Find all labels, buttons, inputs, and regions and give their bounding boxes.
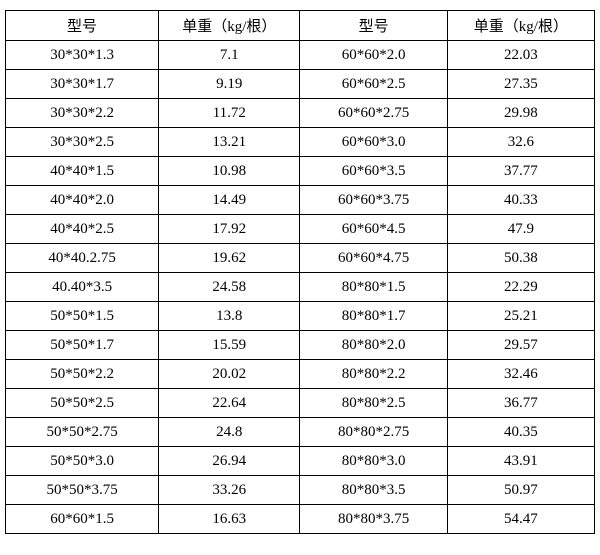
- weight-cell: 37.77: [447, 157, 594, 186]
- weight-cell: 32.46: [447, 360, 594, 389]
- weight-cell: 24.8: [159, 418, 300, 447]
- weight-cell: 36.77: [447, 389, 594, 418]
- weight-cell: 47.9: [447, 215, 594, 244]
- weight-cell: 32.6: [447, 128, 594, 157]
- table-body: 30*30*1.37.160*60*2.022.0330*30*1.79.196…: [6, 41, 595, 534]
- model-cell: 50*50*1.5: [6, 302, 159, 331]
- model-cell: 60*60*2.75: [300, 99, 447, 128]
- model-cell: 50*50*2.2: [6, 360, 159, 389]
- table-row: 30*30*1.79.1960*60*2.527.35: [6, 70, 595, 99]
- model-cell: 50*50*1.7: [6, 331, 159, 360]
- table-row: 50*50*3.7533.2680*80*3.550.97: [6, 476, 595, 505]
- table-row: 30*30*2.513.2160*60*3.032.6: [6, 128, 595, 157]
- weight-cell: 50.38: [447, 244, 594, 273]
- weight-cell: 17.92: [159, 215, 300, 244]
- table-row: 50*50*1.715.5980*80*2.029.57: [6, 331, 595, 360]
- table-row: 40*40*2.014.4960*60*3.7540.33: [6, 186, 595, 215]
- weight-cell: 9.19: [159, 70, 300, 99]
- model-cell: 60*60*3.5: [300, 157, 447, 186]
- model-cell: 50*50*2.5: [6, 389, 159, 418]
- weight-cell: 54.47: [447, 505, 594, 534]
- col-header-model-2: 型号: [300, 11, 447, 41]
- weight-cell: 24.58: [159, 273, 300, 302]
- model-cell: 60*60*4.75: [300, 244, 447, 273]
- model-cell: 80*80*3.5: [300, 476, 447, 505]
- table-row: 40.40*3.524.5880*80*1.522.29: [6, 273, 595, 302]
- weight-cell: 10.98: [159, 157, 300, 186]
- weight-cell: 29.98: [447, 99, 594, 128]
- col-header-weight-1: 单重（kg/根）: [159, 11, 300, 41]
- weight-cell: 27.35: [447, 70, 594, 99]
- model-cell: 60*60*4.5: [300, 215, 447, 244]
- weight-cell: 26.94: [159, 447, 300, 476]
- model-cell: 30*30*2.5: [6, 128, 159, 157]
- weight-cell: 20.02: [159, 360, 300, 389]
- weight-cell: 40.33: [447, 186, 594, 215]
- model-cell: 50*50*3.0: [6, 447, 159, 476]
- model-cell: 40*40*2.0: [6, 186, 159, 215]
- model-cell: 30*30*2.2: [6, 99, 159, 128]
- model-cell: 80*80*2.0: [300, 331, 447, 360]
- weight-cell: 19.62: [159, 244, 300, 273]
- model-cell: 40*40*1.5: [6, 157, 159, 186]
- model-cell: 60*60*2.5: [300, 70, 447, 99]
- weight-cell: 13.21: [159, 128, 300, 157]
- model-cell: 60*60*3.0: [300, 128, 447, 157]
- model-cell: 80*80*2.75: [300, 418, 447, 447]
- model-cell: 80*80*1.7: [300, 302, 447, 331]
- weight-cell: 22.03: [447, 41, 594, 70]
- model-cell: 80*80*1.5: [300, 273, 447, 302]
- table-row: 50*50*1.513.880*80*1.725.21: [6, 302, 595, 331]
- table-header-row: 型号 单重（kg/根） 型号 单重（kg/根）: [6, 11, 595, 41]
- model-cell: 80*80*2.5: [300, 389, 447, 418]
- model-cell: 60*60*2.0: [300, 41, 447, 70]
- model-cell: 50*50*2.75: [6, 418, 159, 447]
- weight-cell: 50.97: [447, 476, 594, 505]
- weight-cell: 25.21: [447, 302, 594, 331]
- col-header-weight-2: 单重（kg/根）: [447, 11, 594, 41]
- model-cell: 40*40*2.5: [6, 215, 159, 244]
- table-row: 60*60*1.516.6380*80*3.7554.47: [6, 505, 595, 534]
- weight-cell: 33.26: [159, 476, 300, 505]
- weight-cell: 16.63: [159, 505, 300, 534]
- model-cell: 30*30*1.7: [6, 70, 159, 99]
- table-row: 50*50*2.220.0280*80*2.232.46: [6, 360, 595, 389]
- table-row: 40*40*1.510.9860*60*3.537.77: [6, 157, 595, 186]
- model-cell: 60*60*3.75: [300, 186, 447, 215]
- table-row: 30*30*1.37.160*60*2.022.03: [6, 41, 595, 70]
- model-cell: 80*80*3.0: [300, 447, 447, 476]
- model-cell: 50*50*3.75: [6, 476, 159, 505]
- weight-cell: 11.72: [159, 99, 300, 128]
- weight-cell: 43.91: [447, 447, 594, 476]
- weight-cell: 22.64: [159, 389, 300, 418]
- weight-cell: 13.8: [159, 302, 300, 331]
- col-header-model-1: 型号: [6, 11, 159, 41]
- model-cell: 30*30*1.3: [6, 41, 159, 70]
- spec-weight-table: 型号 单重（kg/根） 型号 单重（kg/根） 30*30*1.37.160*6…: [5, 10, 595, 534]
- model-cell: 60*60*1.5: [6, 505, 159, 534]
- table-row: 30*30*2.211.7260*60*2.7529.98: [6, 99, 595, 128]
- model-cell: 80*80*2.2: [300, 360, 447, 389]
- model-cell: 80*80*3.75: [300, 505, 447, 534]
- model-cell: 40.40*3.5: [6, 273, 159, 302]
- weight-cell: 15.59: [159, 331, 300, 360]
- weight-cell: 7.1: [159, 41, 300, 70]
- table-row: 50*50*3.026.9480*80*3.043.91: [6, 447, 595, 476]
- weight-cell: 14.49: [159, 186, 300, 215]
- weight-cell: 40.35: [447, 418, 594, 447]
- table-row: 50*50*2.522.6480*80*2.536.77: [6, 389, 595, 418]
- table-row: 50*50*2.7524.880*80*2.7540.35: [6, 418, 595, 447]
- weight-cell: 22.29: [447, 273, 594, 302]
- table-row: 40*40.2.7519.6260*60*4.7550.38: [6, 244, 595, 273]
- weight-cell: 29.57: [447, 331, 594, 360]
- model-cell: 40*40.2.75: [6, 244, 159, 273]
- table-row: 40*40*2.517.9260*60*4.547.9: [6, 215, 595, 244]
